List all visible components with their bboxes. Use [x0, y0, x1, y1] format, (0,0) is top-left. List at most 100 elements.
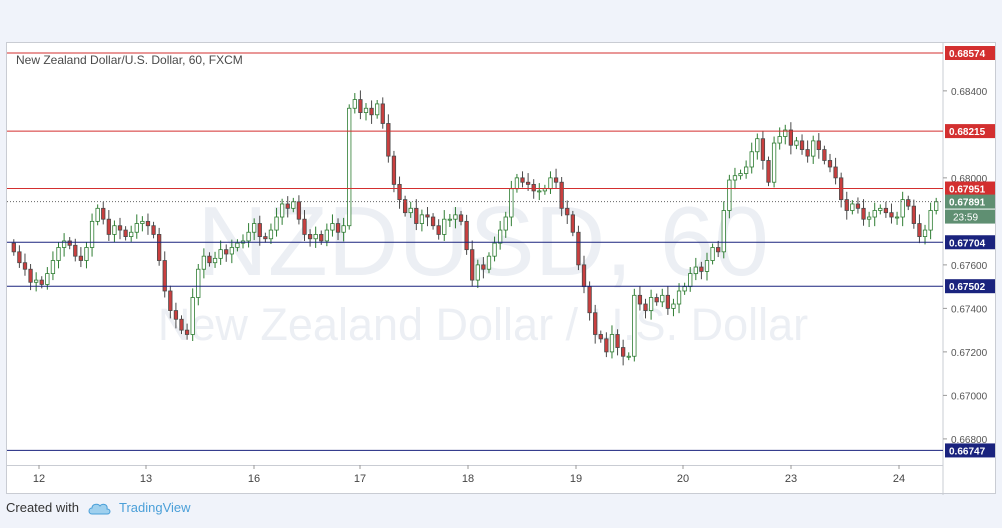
chart-title: New Zealand Dollar/U.S. Dollar, 60, FXCM: [16, 53, 243, 67]
level-label-box: [945, 181, 995, 196]
candle-body: [531, 183, 536, 192]
current-price-label: 0.67891: [949, 198, 986, 209]
candle-body: [514, 177, 520, 190]
candle-body: [363, 107, 369, 114]
candle-body: [425, 214, 430, 218]
candle-body: [173, 310, 179, 320]
x-tick-label: 18: [462, 473, 474, 485]
candle-body: [581, 264, 587, 288]
candle-body: [101, 207, 106, 220]
candle-body: [402, 199, 408, 214]
level-label: 0.66747: [949, 446, 986, 457]
watermark-name: New Zealand Dollar / U.S. Dollar: [158, 299, 808, 350]
candle-body: [760, 138, 766, 161]
candle-body: [168, 290, 173, 311]
x-tick-label: 16: [248, 473, 260, 485]
candle-body: [140, 220, 145, 224]
candle-body: [615, 334, 620, 348]
candle-body: [73, 244, 78, 257]
watermark-symbol: NZDUSD, 60: [197, 186, 769, 296]
candle-body: [833, 166, 838, 179]
candle-body: [324, 229, 329, 242]
candle-body: [391, 155, 397, 185]
candle-body: [453, 214, 458, 220]
y-tick-label: 0.67400: [951, 304, 988, 315]
candle-body: [89, 220, 95, 248]
candle-body: [749, 151, 754, 168]
candle-body: [279, 203, 285, 218]
candle-body: [811, 140, 816, 157]
candle-body: [576, 231, 581, 266]
candle-body: [906, 199, 911, 207]
x-tick-label: 23: [785, 473, 797, 485]
candle-body: [56, 247, 61, 261]
y-tick-label: 0.66800: [951, 435, 988, 446]
candle-body: [196, 268, 201, 298]
candle-body: [503, 216, 508, 231]
candle-body: [458, 214, 464, 222]
candle-body: [587, 286, 592, 314]
candle-body: [716, 247, 721, 253]
candle-body: [565, 207, 570, 216]
candle-body: [609, 334, 615, 353]
candle-body: [889, 212, 894, 218]
candle-body: [738, 173, 743, 177]
level-label: 0.68215: [949, 127, 986, 138]
candle-body: [252, 223, 257, 233]
candle-body: [732, 175, 738, 181]
candle-body: [375, 103, 380, 116]
candle-body: [179, 318, 184, 331]
candle-body: [190, 297, 195, 335]
candle-body: [17, 251, 22, 264]
candle-body: [822, 149, 827, 161]
candle-body: [123, 229, 128, 237]
candle-body: [470, 249, 475, 281]
candle-body: [676, 290, 682, 305]
candle-body: [335, 223, 341, 233]
candle-body: [95, 207, 100, 222]
candle-body: [257, 223, 262, 237]
x-tick-label: 19: [570, 473, 582, 485]
candle-body: [486, 255, 492, 270]
candle-body: [866, 216, 872, 220]
current-price-box: [945, 194, 995, 209]
candle-body: [559, 181, 564, 209]
candle-body: [235, 242, 240, 248]
y-tick-label: 0.67200: [951, 348, 988, 359]
created-with-label: Created with: [6, 500, 79, 515]
candle-body: [766, 160, 771, 183]
candle-body: [648, 297, 654, 311]
candle-body: [162, 260, 167, 292]
candle-body: [419, 214, 425, 224]
candle-body: [727, 179, 732, 211]
candle-body: [671, 303, 676, 309]
candle-body: [520, 177, 525, 183]
candle-body: [352, 99, 357, 109]
candle-body: [358, 99, 363, 114]
candle-body: [710, 247, 715, 261]
chart-frame[interactable]: NZDUSD, 60 New Zealand Dollar / U.S. Doll…: [6, 42, 997, 495]
x-tick-label: 17: [354, 473, 366, 485]
candle-body: [894, 216, 900, 219]
candle-body: [665, 294, 671, 309]
candle-body: [593, 312, 598, 335]
candle-body: [285, 203, 290, 209]
candle-body: [145, 220, 151, 227]
candle-body: [721, 210, 726, 253]
candle-body: [553, 177, 559, 183]
candle-body: [157, 234, 162, 261]
y-tick-label: 0.67600: [951, 261, 988, 272]
footer: Created with TradingView: [6, 500, 191, 515]
level-label-box: [945, 279, 995, 294]
tradingview-brand[interactable]: TradingView: [118, 500, 191, 515]
candle-body: [598, 334, 603, 340]
candle-body: [911, 205, 916, 224]
x-tick-label: 12: [33, 473, 45, 485]
candle-body: [436, 225, 441, 235]
candle-body: [330, 223, 335, 231]
candle-body: [414, 207, 419, 224]
candle-body: [827, 160, 833, 168]
candle-body: [218, 249, 223, 259]
countdown-label: 23:59: [953, 213, 978, 224]
